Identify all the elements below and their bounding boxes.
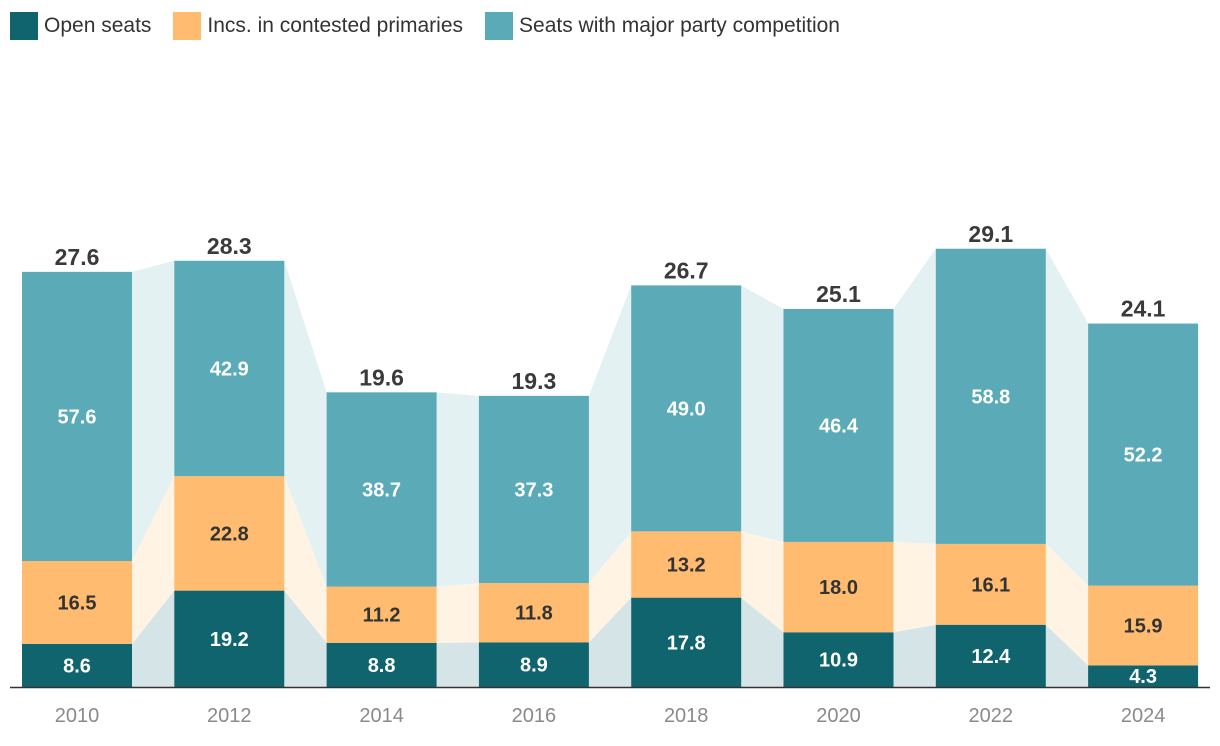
- connector-band: [588, 285, 632, 584]
- legend-swatch: [173, 12, 202, 40]
- legend-label: Incs. in contested primaries: [207, 14, 464, 37]
- segment-label: 10.9: [819, 650, 858, 672]
- connector-band: [893, 624, 936, 687]
- segment-label: 42.9: [210, 358, 249, 380]
- x-tick-label: 2012: [207, 705, 252, 727]
- connector-band: [284, 590, 327, 687]
- segment-label: 8.6: [63, 655, 91, 677]
- bar-segment: [174, 476, 285, 591]
- segment-label: 37.3: [514, 479, 553, 501]
- bar-segment: [326, 586, 437, 643]
- bar-segment: [631, 531, 742, 598]
- segment-label: 11.8: [515, 603, 553, 625]
- total-label: 24.1: [1121, 296, 1166, 322]
- legend-item-open-seats: Open seats: [10, 12, 151, 40]
- connector-band: [284, 476, 327, 643]
- total-label: 29.1: [968, 221, 1013, 247]
- segment-label: 52.2: [1124, 445, 1163, 467]
- legend-label: Seats with major party competition: [519, 14, 840, 37]
- x-tick-label: 2018: [664, 705, 709, 727]
- segment-label: 12.4: [971, 646, 1011, 668]
- bar-segment: [22, 643, 132, 687]
- segment-label: 16.1: [971, 574, 1010, 596]
- segment-label: 49.0: [667, 398, 706, 420]
- bar-segment: [935, 624, 1046, 687]
- connector-band: [1045, 543, 1089, 666]
- x-tick-label: 2020: [816, 705, 861, 727]
- bar-segment: [935, 248, 1046, 544]
- connector-band: [436, 392, 479, 587]
- segment-label: 22.8: [210, 523, 249, 545]
- legend-swatch: [485, 12, 514, 40]
- connector-band: [741, 285, 784, 542]
- bar-segment: [326, 642, 437, 687]
- bar-segment: [783, 541, 894, 633]
- connector-band: [588, 597, 632, 687]
- total-label: 27.6: [55, 244, 100, 270]
- bar-segment: [1088, 323, 1199, 586]
- x-tick-label: 2014: [359, 705, 404, 727]
- x-tick-label: 2022: [969, 705, 1014, 727]
- connector-band: [132, 260, 175, 561]
- bar-segment: [935, 543, 1046, 625]
- legend-item-major-party: Seats with major party competition: [485, 12, 840, 40]
- legend: Open seats Incs. in contested primaries …: [10, 12, 840, 40]
- segment-label: 15.9: [1124, 616, 1163, 638]
- x-tick-label: 2016: [512, 705, 557, 727]
- segment-label: 13.2: [667, 555, 706, 577]
- connector-band: [1045, 624, 1089, 687]
- segment-label: 4.3: [1129, 666, 1157, 688]
- bar-segment: [631, 285, 742, 532]
- x-tick-label: 2024: [1121, 705, 1166, 727]
- bar-segment: [478, 395, 589, 584]
- connector-band: [132, 590, 175, 687]
- connector-band: [436, 583, 479, 643]
- segment-label: 16.5: [58, 592, 97, 614]
- connector-band: [588, 531, 632, 643]
- legend-label: Open seats: [44, 14, 152, 37]
- bar-segment: [478, 642, 589, 687]
- bar-segment: [1088, 665, 1199, 687]
- bar-segment: [1088, 585, 1199, 666]
- segment-label: 38.7: [362, 479, 401, 501]
- bar-segment: [174, 260, 285, 477]
- segment-label: 8.9: [520, 655, 548, 677]
- connector-band: [893, 248, 936, 544]
- connector-band: [284, 260, 327, 587]
- segment-label: 8.8: [368, 655, 396, 677]
- connector-band: [741, 597, 784, 687]
- connector-band: [132, 476, 175, 644]
- bar-segment: [174, 590, 285, 687]
- segment-label: 46.4: [819, 415, 859, 437]
- connector-band: [893, 541, 936, 633]
- legend-swatch: [10, 12, 38, 40]
- bar-segment: [326, 392, 437, 587]
- connector-band: [1045, 248, 1089, 586]
- segment-label: 19.2: [210, 629, 249, 651]
- bar-segment: [783, 308, 894, 542]
- segment-label: 17.8: [667, 632, 706, 654]
- connector-band: [741, 531, 784, 633]
- legend-item-incumbents: Incs. in contested primaries: [173, 12, 463, 40]
- segment-label: 58.8: [971, 386, 1010, 408]
- bar-segment: [22, 271, 132, 561]
- segment-label: 18.0: [819, 577, 858, 599]
- bar-segment: [22, 560, 132, 644]
- segment-label: 11.2: [363, 605, 401, 627]
- segment-label: 57.6: [58, 406, 97, 428]
- total-label: 26.7: [664, 257, 709, 283]
- total-label: 19.6: [359, 364, 404, 390]
- connector-band: [436, 642, 479, 687]
- bar-segment: [783, 632, 894, 687]
- total-label: 19.3: [512, 368, 557, 394]
- total-label: 28.3: [207, 233, 252, 259]
- x-tick-label: 2010: [55, 705, 100, 727]
- bar-segment: [478, 583, 589, 643]
- total-label: 25.1: [816, 281, 861, 307]
- bar-segment: [631, 597, 742, 687]
